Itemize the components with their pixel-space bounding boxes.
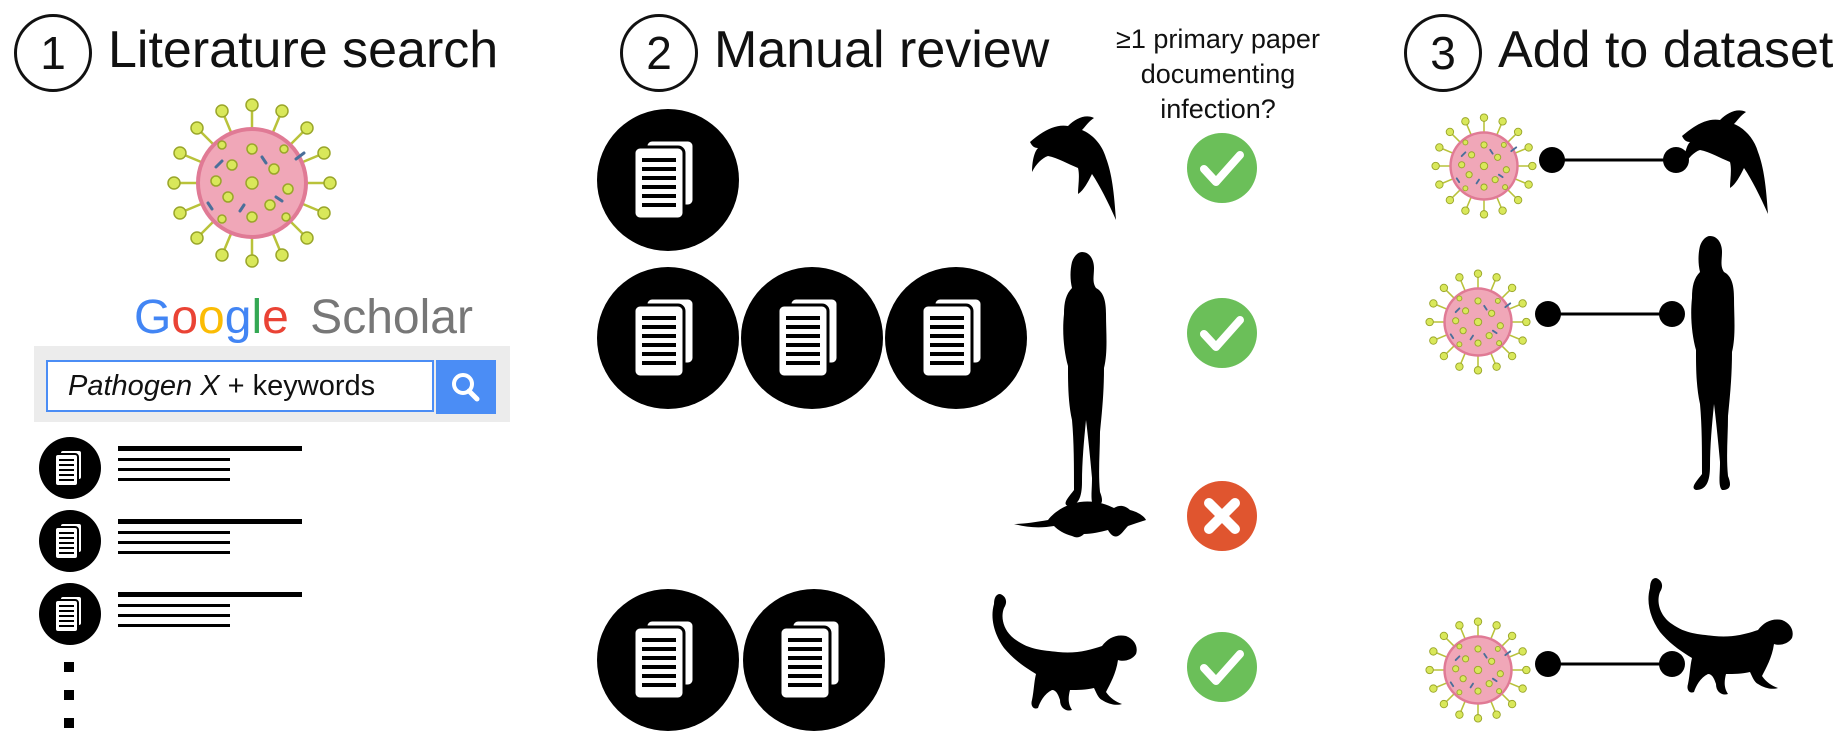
opossum-icon (1014, 501, 1146, 538)
logo-letter: G (134, 291, 172, 344)
logo-letter: g (224, 291, 252, 344)
monkey-icon (1648, 578, 1793, 695)
search-button[interactable] (436, 360, 496, 414)
search-query-keywords: + keywords (219, 369, 376, 402)
check-icon (1187, 298, 1257, 368)
paper-icon (595, 265, 741, 411)
more-results-ellipsis (64, 662, 74, 728)
review-question-line2: documenting (1140, 59, 1296, 89)
dataset-link-human (1424, 236, 1735, 490)
result-text-line (118, 551, 230, 554)
dataset-link-monkey (1424, 578, 1793, 724)
virus-icon (1430, 112, 1538, 220)
logo-letter: o (171, 291, 199, 344)
result-text-line (118, 458, 230, 461)
search-result-1 (38, 436, 302, 500)
link-node (1535, 301, 1561, 327)
logo-letter: l (251, 291, 263, 344)
google-scholar-logo: Google Scholar (134, 294, 473, 342)
paper-icon (883, 265, 1029, 411)
step-3-number: 3 (1404, 14, 1482, 92)
step-1-title: Literature search (108, 21, 499, 79)
human-icon (1063, 252, 1107, 506)
result-text-line (118, 478, 230, 481)
search-bar: Pathogen X + keywords (34, 346, 510, 422)
monkey-icon (992, 594, 1137, 711)
link-node (1663, 147, 1689, 173)
bird-icon (1030, 116, 1116, 220)
review-question-line3: infection? (1160, 94, 1276, 124)
search-icon (452, 373, 480, 402)
step-2-number: 2 (620, 14, 698, 92)
result-text-line (118, 604, 230, 607)
result-title-line (118, 592, 302, 597)
result-text-line (118, 624, 230, 627)
paper-icon (38, 582, 102, 646)
result-text-line (118, 468, 230, 471)
logo-letter: o (198, 291, 225, 344)
search-result-2 (38, 509, 302, 573)
virus-icon (166, 97, 338, 269)
result-title-line (118, 446, 302, 451)
review-question: ≥1 primary paper documenting infection? (1088, 22, 1348, 127)
cross-icon (1187, 481, 1257, 551)
result-title-line (118, 519, 302, 524)
paper-icon (741, 587, 887, 733)
link-node (1659, 651, 1685, 677)
step-3-title: Add to dataset (1498, 21, 1834, 79)
step-1-number: 1 (14, 14, 92, 92)
logo-scholar: Scholar (310, 291, 473, 344)
check-icon (1187, 632, 1257, 702)
paper-icon (595, 587, 741, 733)
virus-icon (1424, 268, 1532, 376)
link-node (1659, 301, 1685, 327)
dataset-link-bird (1430, 110, 1768, 220)
logo-letter: e (262, 291, 289, 344)
bird-icon (1682, 110, 1768, 214)
result-text-line (118, 541, 230, 544)
check-icon (1187, 133, 1257, 203)
paper-icon (595, 107, 741, 253)
result-text-line (118, 531, 230, 534)
review-question-line1: ≥1 primary paper (1116, 24, 1320, 54)
link-node (1539, 147, 1565, 173)
step-2-title: Manual review (714, 21, 1050, 79)
virus-icon (1424, 616, 1532, 724)
search-input[interactable]: Pathogen X + keywords (46, 360, 434, 412)
link-node (1535, 651, 1561, 677)
search-result-3 (38, 582, 302, 646)
result-text-line (118, 614, 230, 617)
search-query-pathogen: Pathogen X (68, 369, 220, 402)
paper-icon (38, 436, 102, 500)
paper-icon (739, 265, 885, 411)
human-icon (1691, 236, 1735, 490)
paper-icon (38, 509, 102, 573)
